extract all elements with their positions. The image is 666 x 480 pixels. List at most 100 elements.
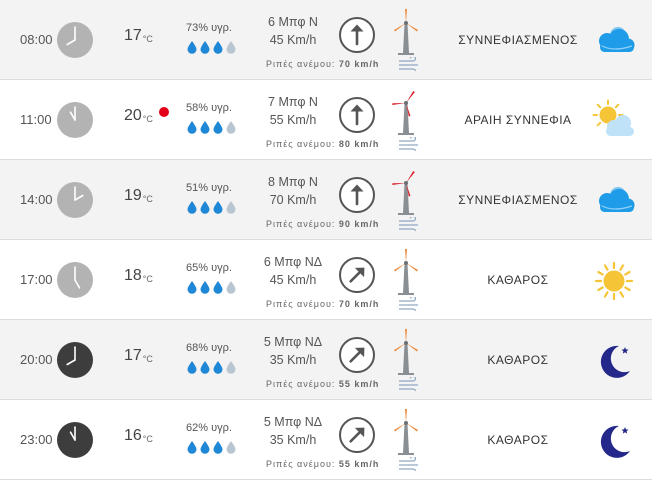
humidity-drops [186,280,240,296]
temperature-unit: °C [142,34,153,44]
row-time: 08:00 [20,32,53,47]
wind-gusts-value: 55 km/h [338,459,380,469]
temperature: 16°C [124,427,160,445]
clock-icon [56,341,94,379]
forecast-row: 14:00 19°C 51% υγρ. 8 Μπφ Ν 70 Km/h Ριπές… [0,160,652,240]
drop-filled-icon [199,440,211,454]
wind-gusts: Ριπές ανέμου: 70 km/h [266,59,379,69]
humidity-text: 58% υγρ. [186,102,232,114]
drop-filled-icon [199,40,211,54]
drop-filled-icon [212,40,224,54]
temperature-value: 18 [124,267,142,284]
humidity-text: 65% υγρ. [186,262,232,274]
humidity-text: 51% υγρ. [186,182,232,194]
drop-filled-icon [186,200,198,214]
wind-turbine-icon [386,249,426,297]
wind-info: 7 Μπφ Ν 55 Km/h [245,93,341,129]
wind-speed: 45 Km/h [269,273,317,287]
wind-turbine-icon [386,169,426,217]
temperature-value: 17 [124,347,142,364]
clock-icon [56,21,94,59]
row-time: 23:00 [20,432,53,447]
clock-icon [56,261,94,299]
alert-dot-icon [159,107,169,117]
drop-filled-icon [186,280,198,294]
forecast-row: 11:00 20°C 58% υγρ. 7 Μπφ Ν 55 Km/h Ριπές… [0,80,652,160]
drop-filled-icon [186,360,198,374]
humidity-drops [186,360,240,376]
drop-filled-icon [199,360,211,374]
wind-lines-icon [398,455,422,475]
drop-filled-icon [186,440,198,454]
drop-filled-icon [186,40,198,54]
wind-info: 5 Μπφ ΝΔ 35 Km/h [245,413,341,449]
humidity-text: 68% υγρ. [186,342,232,354]
drop-empty-icon [225,120,237,134]
temperature-value: 16 [124,427,142,444]
wind-gusts-value: 90 km/h [338,219,380,229]
wind-gusts-value: 80 km/h [338,139,380,149]
humidity-drops [186,200,240,216]
wind-force: 6 Μπφ ΝΔ [263,255,323,269]
wind-force: 8 Μπφ Ν [268,175,318,189]
temperature-value: 20 [124,107,142,124]
temperature: 17°C [124,347,160,365]
forecast-row: 20:00 17°C 68% υγρ. 5 Μπφ ΝΔ 35 Km/h Ριπέ… [0,320,652,400]
weather-condition: ΚΑΘΑΡΟΣ [487,353,549,367]
wind-info: 6 Μπφ ΝΔ 45 Km/h [245,253,341,289]
wind-gusts: Ριπές ανέμου: 80 km/h [266,139,379,149]
clock-icon [56,421,94,459]
weather-condition: ΑΡΑΙΗ ΣΥΝΝΕΦΙΑ [464,113,572,127]
temperature: 20°C [124,107,160,125]
partly-cloudy-icon [592,99,636,143]
wind-gusts-label: Ριπές ανέμου: [266,139,336,149]
drop-filled-icon [199,120,211,134]
wind-direction-arrow-icon [338,96,376,134]
wind-gusts-value: 55 km/h [338,379,380,389]
clock-icon [56,101,94,139]
wind-direction-arrow-icon [338,256,376,294]
wind-direction-arrow-icon [338,416,376,454]
humidity-drops [186,40,240,56]
wind-lines-icon [398,55,422,75]
wind-info: 6 Μπφ Ν 45 Km/h [245,13,341,49]
wind-force: 7 Μπφ Ν [268,95,318,109]
humidity-drops [186,440,240,456]
forecast-row: 17:00 18°C 65% υγρ. 6 Μπφ ΝΔ 45 Km/h Ριπέ… [0,240,652,320]
row-time: 17:00 [20,272,53,287]
temperature-value: 19 [124,187,142,204]
wind-info: 8 Μπφ Ν 70 Km/h [245,173,341,209]
moon-icon [592,419,636,463]
wind-gusts: Ριπές ανέμου: 55 km/h [266,459,379,469]
wind-force: 5 Μπφ ΝΔ [263,335,323,349]
forecast-row: 23:00 16°C 62% υγρ. 5 Μπφ ΝΔ 35 Km/h Ριπέ… [0,400,652,480]
wind-gusts: Ριπές ανέμου: 70 km/h [266,299,379,309]
humidity-text: 62% υγρ. [186,422,232,434]
drop-filled-icon [199,280,211,294]
wind-lines-icon [398,135,422,155]
wind-gusts-label: Ριπές ανέμου: [266,459,336,469]
temperature-unit: °C [142,274,153,284]
wind-direction-arrow-icon [338,336,376,374]
drop-empty-icon [225,200,237,214]
wind-turbine-icon [386,89,426,137]
temperature: 19°C [124,187,160,205]
drop-filled-icon [212,360,224,374]
temperature-unit: °C [142,194,153,204]
drop-filled-icon [199,200,211,214]
drop-filled-icon [212,440,224,454]
temperature-unit: °C [142,114,153,124]
drop-filled-icon [212,200,224,214]
wind-info: 5 Μπφ ΝΔ 35 Km/h [245,333,341,369]
drop-filled-icon [186,120,198,134]
wind-lines-icon [398,295,422,315]
moon-icon [592,339,636,383]
wind-direction-arrow-icon [338,176,376,214]
drop-empty-icon [225,40,237,54]
temperature-unit: °C [142,354,153,364]
sun-icon [592,259,636,303]
wind-direction-arrow-icon [338,16,376,54]
drop-empty-icon [225,360,237,374]
drop-filled-icon [212,280,224,294]
